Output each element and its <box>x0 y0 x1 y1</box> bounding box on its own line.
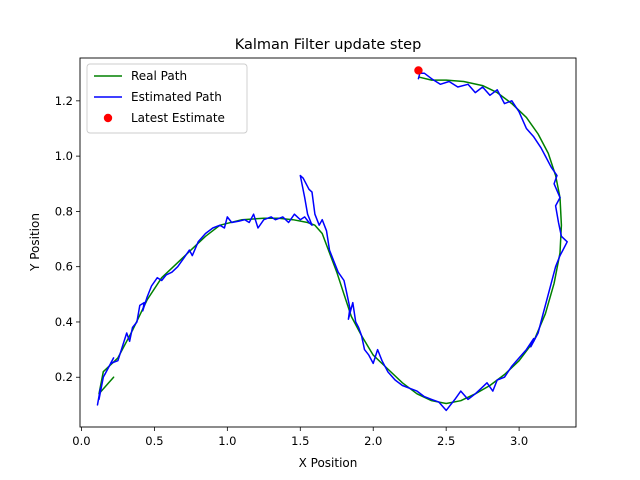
legend-swatch-latest-estimate <box>103 113 113 123</box>
x-axis-label: X Position <box>299 456 358 470</box>
y-tick-label: 0.2 <box>55 370 73 384</box>
x-tick-label: 0.0 <box>72 434 90 448</box>
legend-box <box>86 63 248 134</box>
x-tick-label: 0.5 <box>145 434 163 448</box>
legend-label-estimated-path: Estimated Path <box>131 90 222 104</box>
y-tick-label: 1.0 <box>55 149 73 163</box>
y-tick-label: 0.6 <box>55 260 73 274</box>
legend: Real Path Estimated Path Latest Estimate <box>86 63 248 134</box>
series-line-estimated-path <box>96 72 568 412</box>
y-tick-label: 1.2 <box>55 94 73 108</box>
point-latest-estimate <box>414 66 423 75</box>
x-tick-label: 2.0 <box>364 434 382 448</box>
x-tick-label: 1.5 <box>291 434 309 448</box>
legend-label-real-path: Real Path <box>131 69 187 83</box>
series-line-real-path <box>98 76 563 405</box>
y-axis: 0.2 0.4 0.6 0.8 1.0 1.2 <box>55 94 80 384</box>
y-tick-label: 0.8 <box>55 204 73 218</box>
legend-label-latest-estimate: Latest Estimate <box>131 111 225 125</box>
chart-title: Kalman Filter update step <box>235 37 422 53</box>
x-tick-label: 1.0 <box>218 434 236 448</box>
plot-frame <box>79 57 577 428</box>
x-tick-label: 2.5 <box>437 434 455 448</box>
y-axis-label: Y Position <box>28 213 42 272</box>
y-tick-label: 0.4 <box>55 315 73 329</box>
plot-area <box>96 66 568 412</box>
x-tick-label: 3.0 <box>510 434 528 448</box>
x-axis: 0.0 0.5 1.0 1.5 2.0 2.5 3.0 <box>72 427 528 448</box>
